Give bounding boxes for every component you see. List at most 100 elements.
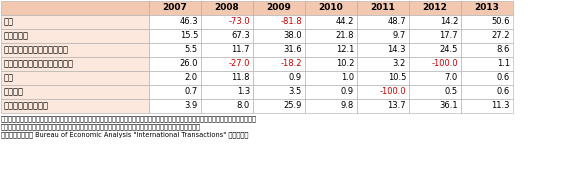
- Text: 1.0: 1.0: [341, 73, 354, 82]
- Bar: [409, 29, 461, 43]
- Text: 9.7: 9.7: [393, 31, 406, 41]
- Text: 0.6: 0.6: [496, 88, 510, 97]
- Text: 7.0: 7.0: [445, 73, 458, 82]
- Bar: [461, 85, 513, 99]
- Bar: [149, 85, 201, 99]
- Bar: [357, 57, 409, 71]
- Bar: [357, 99, 409, 113]
- Text: 中東: 中東: [4, 73, 14, 82]
- Bar: [1, 15, 149, 29]
- Text: 8.0: 8.0: [237, 101, 250, 110]
- Bar: [409, 85, 461, 99]
- Text: 11.8: 11.8: [232, 73, 250, 82]
- Bar: [305, 57, 357, 71]
- Bar: [357, 1, 409, 15]
- Bar: [409, 1, 461, 15]
- Bar: [1, 85, 149, 99]
- Bar: [1, 43, 149, 57]
- Text: 3.9: 3.9: [185, 101, 198, 110]
- Text: 13.7: 13.7: [388, 101, 406, 110]
- Bar: [409, 71, 461, 85]
- Text: 資料：米国商務省 Bureau of Economic Analysis "International Transactions" から作成。: 資料：米国商務省 Bureau of Economic Analysis "In…: [1, 131, 249, 138]
- Text: 0.5: 0.5: [445, 88, 458, 97]
- Text: 48.7: 48.7: [388, 18, 406, 26]
- Bar: [149, 15, 201, 29]
- Text: -81.8: -81.8: [280, 18, 302, 26]
- Bar: [461, 99, 513, 113]
- Text: -27.0: -27.0: [228, 60, 250, 69]
- Text: 36.1: 36.1: [439, 101, 458, 110]
- Bar: [149, 71, 201, 85]
- Text: 9.8: 9.8: [341, 101, 354, 110]
- Text: 3.2: 3.2: [393, 60, 406, 69]
- Text: 2009: 2009: [266, 3, 291, 13]
- Text: 2.0: 2.0: [185, 73, 198, 82]
- Bar: [461, 71, 513, 85]
- Text: 0.9: 0.9: [289, 73, 302, 82]
- Bar: [253, 43, 305, 57]
- Bar: [253, 71, 305, 85]
- Text: 17.7: 17.7: [439, 31, 458, 41]
- Bar: [253, 1, 305, 15]
- Text: -100.0: -100.0: [379, 88, 406, 97]
- Text: 2008: 2008: [215, 3, 240, 13]
- Bar: [201, 29, 253, 43]
- Text: 67.3: 67.3: [231, 31, 250, 41]
- Bar: [149, 1, 201, 15]
- Text: その他（含カナダ）: その他（含カナダ）: [4, 101, 49, 110]
- Bar: [201, 57, 253, 71]
- Bar: [409, 43, 461, 57]
- Text: 欧州: 欧州: [4, 18, 14, 26]
- Text: ラテンアメリカ・その他西半球: ラテンアメリカ・その他西半球: [4, 60, 74, 69]
- Text: 21.8: 21.8: [335, 31, 354, 41]
- Bar: [409, 57, 461, 71]
- Bar: [253, 15, 305, 29]
- Text: 0.9: 0.9: [341, 88, 354, 97]
- Bar: [1, 71, 149, 85]
- Bar: [409, 15, 461, 29]
- Text: 12.1: 12.1: [335, 45, 354, 54]
- Bar: [409, 99, 461, 113]
- Bar: [461, 43, 513, 57]
- Text: 日本＋中国: 日本＋中国: [4, 31, 29, 41]
- Text: 5.5: 5.5: [185, 45, 198, 54]
- Bar: [305, 99, 357, 113]
- Bar: [461, 57, 513, 71]
- Bar: [149, 57, 201, 71]
- Text: 25.9: 25.9: [284, 101, 302, 110]
- Bar: [1, 99, 149, 113]
- Text: -100.0: -100.0: [431, 60, 458, 69]
- Text: 46.3: 46.3: [180, 18, 198, 26]
- Text: 24.5: 24.5: [440, 45, 458, 54]
- Text: 0.6: 0.6: [496, 73, 510, 82]
- Text: 50.6: 50.6: [491, 18, 510, 26]
- Text: 備考：年別に、対米投資額がプラス（米国への資本流入）の国とマイナス（米国からの資本流出）の国を各々足し上げ、対米投資額がプラスの: 備考：年別に、対米投資額がプラス（米国への資本流入）の国とマイナス（米国からの資…: [1, 115, 257, 122]
- Bar: [1, 29, 149, 43]
- Bar: [357, 15, 409, 29]
- Bar: [149, 99, 201, 113]
- Bar: [149, 29, 201, 43]
- Bar: [305, 85, 357, 99]
- Bar: [357, 29, 409, 43]
- Bar: [253, 29, 305, 43]
- Bar: [357, 43, 409, 57]
- Bar: [461, 15, 513, 29]
- Text: 15.5: 15.5: [180, 31, 198, 41]
- Bar: [201, 1, 253, 15]
- Bar: [253, 85, 305, 99]
- Bar: [201, 15, 253, 29]
- Text: 0.7: 0.7: [185, 88, 198, 97]
- Text: 38.0: 38.0: [283, 31, 302, 41]
- Text: 2011: 2011: [371, 3, 396, 13]
- Text: 26.0: 26.0: [180, 60, 198, 69]
- Text: 44.2: 44.2: [335, 18, 354, 26]
- Text: 2012: 2012: [422, 3, 448, 13]
- Text: 10.2: 10.2: [335, 60, 354, 69]
- Text: 14.2: 14.2: [440, 18, 458, 26]
- Bar: [201, 71, 253, 85]
- Bar: [461, 1, 513, 15]
- Bar: [357, 85, 409, 99]
- Text: -18.2: -18.2: [280, 60, 302, 69]
- Bar: [149, 43, 201, 57]
- Text: 31.6: 31.6: [283, 45, 302, 54]
